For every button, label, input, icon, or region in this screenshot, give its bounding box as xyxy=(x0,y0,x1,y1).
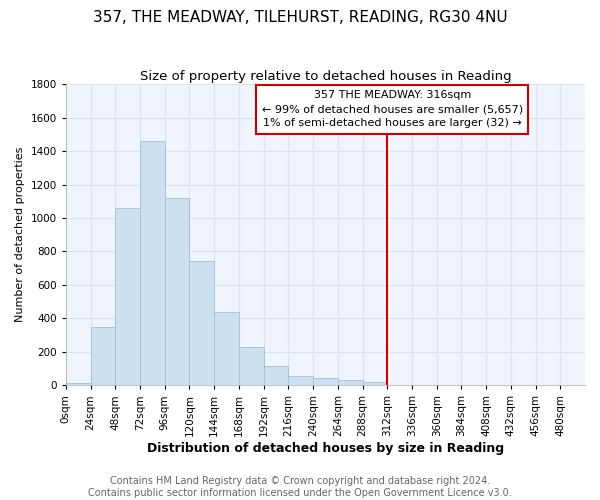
Bar xyxy=(115,208,140,386)
Bar xyxy=(66,384,91,386)
Bar xyxy=(165,198,190,386)
Text: 357 THE MEADWAY: 316sqm
← 99% of detached houses are smaller (5,657)
1% of semi-: 357 THE MEADWAY: 316sqm ← 99% of detache… xyxy=(262,90,523,128)
X-axis label: Distribution of detached houses by size in Reading: Distribution of detached houses by size … xyxy=(147,442,504,455)
Bar xyxy=(263,366,289,386)
Bar xyxy=(313,378,338,386)
Bar xyxy=(190,262,214,386)
Text: 357, THE MEADWAY, TILEHURST, READING, RG30 4NU: 357, THE MEADWAY, TILEHURST, READING, RG… xyxy=(92,10,508,25)
Bar xyxy=(140,141,165,386)
Bar xyxy=(338,380,362,386)
Title: Size of property relative to detached houses in Reading: Size of property relative to detached ho… xyxy=(140,70,511,83)
Bar xyxy=(289,376,313,386)
Y-axis label: Number of detached properties: Number of detached properties xyxy=(15,147,25,322)
Bar xyxy=(362,382,387,386)
Bar xyxy=(214,312,239,386)
Text: Contains HM Land Registry data © Crown copyright and database right 2024.
Contai: Contains HM Land Registry data © Crown c… xyxy=(88,476,512,498)
Bar xyxy=(91,326,115,386)
Bar xyxy=(239,347,263,386)
